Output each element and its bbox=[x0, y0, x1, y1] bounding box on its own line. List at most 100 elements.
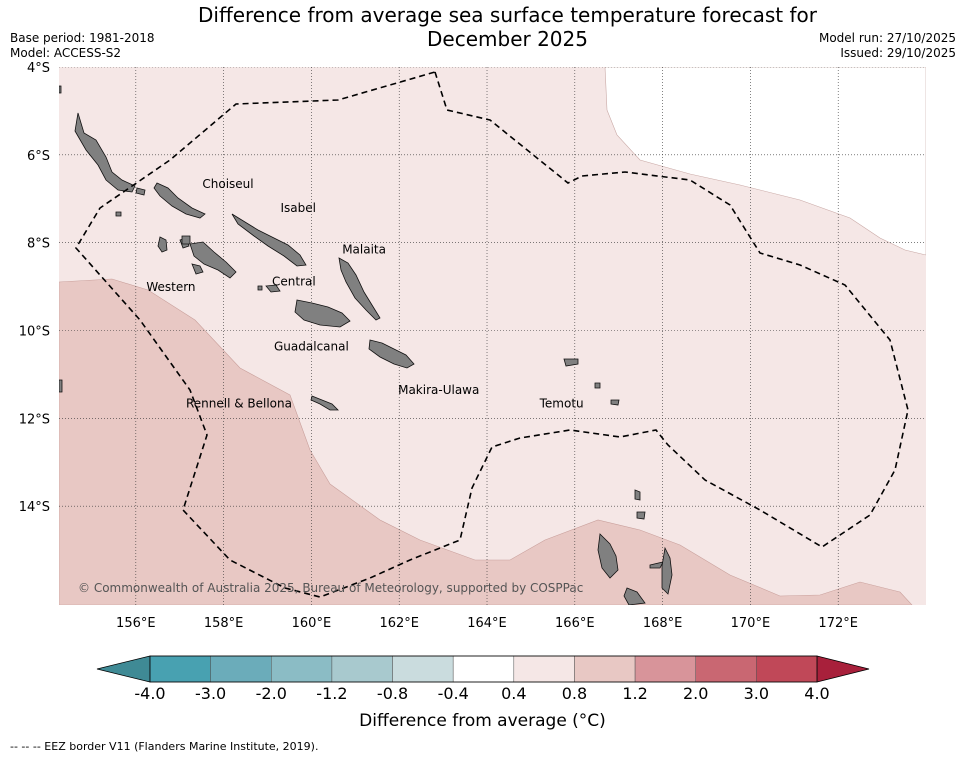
colorbar-boxes bbox=[96, 655, 870, 683]
rendova-island bbox=[191, 263, 204, 275]
malaita-island bbox=[338, 257, 381, 321]
bougainville-island bbox=[74, 112, 136, 193]
small-island-b bbox=[181, 235, 191, 245]
map-area: Choiseul Isabel Malaita Western Central Guada… bbox=[59, 67, 926, 605]
region-label: Central bbox=[272, 275, 316, 289]
copyright-text: © Commonwealth of Australia 2025, Bureau… bbox=[78, 581, 583, 595]
lon-tick-label: 158°E bbox=[204, 616, 244, 631]
ambae-island bbox=[649, 561, 664, 569]
colorbar-tick-label: -0.8 bbox=[377, 684, 408, 703]
colorbar-frame bbox=[149, 655, 818, 683]
region-label: Rennell & Bellona bbox=[186, 396, 292, 410]
choiseul-island bbox=[153, 182, 206, 219]
colorbar-tick-label: -1.2 bbox=[316, 684, 347, 703]
torres-islands bbox=[634, 489, 641, 501]
russell-islands bbox=[257, 285, 263, 291]
lat-tick-label: 4°S bbox=[27, 61, 50, 76]
new-georgia-island bbox=[189, 241, 237, 279]
lon-tick-label: 166°E bbox=[555, 616, 595, 631]
eez-footnote: -- -- -- EEZ border V11 (Flanders Marine… bbox=[10, 740, 319, 753]
model-text: Model: ACCESS-S2 bbox=[10, 46, 122, 60]
colorbar-tick-label: -2.0 bbox=[256, 684, 287, 703]
base-period-text: Base period: 1981-2018 bbox=[10, 31, 155, 45]
colorbar-box bbox=[149, 655, 211, 683]
utupua-island bbox=[594, 382, 601, 389]
lon-tick-label: 160°E bbox=[292, 616, 332, 631]
page-title: Difference from average sea surface temp… bbox=[0, 3, 965, 51]
colorbar-tick-label: 3.0 bbox=[744, 684, 769, 703]
rennell-island bbox=[310, 395, 339, 411]
region-label: Malaita bbox=[342, 243, 386, 257]
region-label: Temotu bbox=[539, 396, 584, 410]
colorbar-labels: -4.0 -3.0 -2.0 -1.2 -0.8 -0.4 0.4 0.8 1.2 2.0 3.0 4… bbox=[134, 684, 829, 703]
eez-border bbox=[75, 71, 909, 598]
colorbar-tick-label: -3.0 bbox=[195, 684, 226, 703]
colorbar-extend-low bbox=[96, 655, 151, 683]
small-island-a bbox=[115, 211, 122, 217]
region-label: Makira-Ulawa bbox=[398, 383, 479, 397]
lon-tick-label: 156°E bbox=[116, 616, 156, 631]
colorbar-extend-high bbox=[816, 655, 870, 683]
makira-island bbox=[368, 339, 415, 369]
title-line-1: Difference from average sea surface temp… bbox=[197, 3, 817, 27]
meta-right: Model run: 27/10/2025 Issued: 29/10/2025 bbox=[819, 31, 956, 61]
santa-cruz-island bbox=[563, 358, 579, 367]
lon-tick-label: 168°E bbox=[643, 616, 683, 631]
lat-tick-label: 10°S bbox=[19, 325, 50, 340]
small-island-d bbox=[59, 85, 62, 94]
colorbar-box bbox=[695, 655, 757, 683]
lon-tick-label: 162°E bbox=[379, 616, 419, 631]
colorbar-box bbox=[392, 655, 454, 683]
lat-tick-label: 6°S bbox=[27, 149, 50, 164]
title-line-2: December 2025 bbox=[427, 27, 588, 51]
colorbar-tick-label: 0.8 bbox=[562, 684, 587, 703]
anomaly-band-0.8-1.2 bbox=[59, 278, 913, 605]
colorbar-box bbox=[271, 655, 333, 683]
colorbar-box bbox=[513, 655, 575, 683]
region-label: Choiseul bbox=[202, 177, 253, 191]
vanikoro-island bbox=[610, 399, 620, 406]
longitude-labels: 156°E 158°E 160°E 162°E 164°E 166°E 168°E 170°E… bbox=[116, 616, 858, 631]
region-label: Isabel bbox=[281, 201, 316, 215]
colorbar-box bbox=[634, 655, 696, 683]
lon-tick-label: 172°E bbox=[818, 616, 858, 631]
colorbar-title: Difference from average (°C) bbox=[359, 711, 606, 731]
issued-text: Issued: 29/10/2025 bbox=[840, 46, 956, 60]
lon-tick-label: 170°E bbox=[731, 616, 771, 631]
colorbar-box bbox=[574, 655, 636, 683]
region-label: Guadalcanal bbox=[274, 339, 349, 353]
banks-islands bbox=[636, 511, 646, 520]
lat-tick-label: 12°S bbox=[19, 412, 50, 427]
shortland-islands bbox=[135, 187, 146, 196]
colorbar-box bbox=[210, 655, 272, 683]
land-masses bbox=[59, 85, 673, 605]
colorbar-tick-label: 4.0 bbox=[804, 684, 829, 703]
colorbar-box bbox=[756, 655, 818, 683]
guadalcanal-island bbox=[294, 299, 351, 328]
colorbar-tick-label: 1.2 bbox=[622, 684, 647, 703]
model-run-text: Model run: 27/10/2025 bbox=[818, 31, 956, 45]
isabel-island bbox=[231, 213, 307, 267]
colorbar-box bbox=[452, 655, 515, 683]
lat-tick-label: 14°S bbox=[19, 500, 50, 515]
lat-tick-label: 8°S bbox=[27, 237, 50, 252]
florida-islands bbox=[265, 284, 281, 293]
region-label: Western bbox=[146, 280, 195, 294]
colorbar-tick-label: 2.0 bbox=[683, 684, 708, 703]
small-island-c bbox=[59, 379, 63, 393]
pentecost-island bbox=[661, 546, 673, 595]
malekula-island bbox=[623, 587, 646, 605]
latitude-labels: 4°S 6°S 8°S 10°S 12°S 14°S bbox=[19, 61, 50, 515]
colorbar-box bbox=[331, 655, 393, 683]
region-labels: Choiseul Isabel Malaita Western Central Guada… bbox=[146, 177, 583, 411]
vella-lavella-island bbox=[157, 236, 168, 253]
colorbar-tick-label: -4.0 bbox=[134, 684, 165, 703]
colorbar-tick-label: -0.4 bbox=[438, 684, 469, 703]
lon-tick-label: 164°E bbox=[467, 616, 507, 631]
meta-left: Base period: 1981-2018 Model: ACCESS-S2 bbox=[10, 31, 155, 61]
colorbar-tick-label: 0.4 bbox=[501, 684, 526, 703]
anomaly-band-neutral bbox=[604, 67, 926, 256]
espiritu-santo-island bbox=[597, 533, 619, 579]
